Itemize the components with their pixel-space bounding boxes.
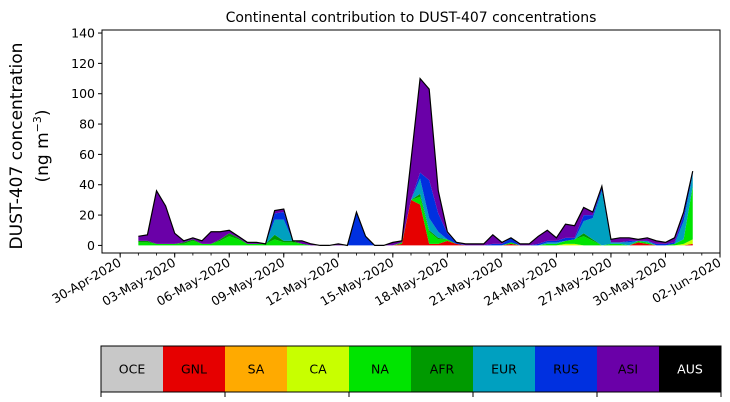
- y-axis-unit-suffix: ): [33, 109, 53, 116]
- legend-label-rus: RUS: [553, 362, 579, 377]
- legend-swatch-oce: [101, 346, 164, 392]
- legend-label-asi: ASI: [618, 362, 638, 377]
- legend-label-aus: AUS: [677, 362, 703, 377]
- area-afr: [138, 186, 693, 246]
- plot-frame: [101, 29, 721, 254]
- legend-swatch-gnl: [163, 346, 226, 392]
- legend-swatch-aus: [659, 346, 722, 392]
- legend-swatch-asi: [597, 346, 660, 392]
- legend-label-oce: OCE: [119, 362, 146, 377]
- legend-swatch-ca: [287, 346, 350, 392]
- y-tick-label: 60: [79, 147, 95, 162]
- total-outline: [138, 77, 694, 247]
- y-tick-label: 100: [71, 86, 95, 101]
- stacked-area-layers: [138, 77, 694, 247]
- y-axis-unit-prefix: (ng m: [33, 132, 53, 182]
- legend-swatch-na: [349, 346, 412, 392]
- legend-frame: [100, 345, 722, 393]
- legend-swatch-rus: [535, 346, 598, 392]
- y-tick-label: 40: [79, 177, 95, 192]
- legend-swatch-sa: [225, 346, 288, 392]
- y-axis-label: DUST-407 concentration (ng m−3): [7, 43, 53, 250]
- legend-label-gnl: GNL: [181, 362, 207, 377]
- chart-title: Continental contribution to DUST-407 con…: [226, 10, 597, 26]
- legend-label-afr: AFR: [430, 362, 455, 377]
- legend-label-na: NA: [371, 362, 389, 377]
- legend-label-sa: SA: [248, 362, 265, 377]
- y-tick-label: 80: [79, 117, 95, 132]
- legend-colorbar: OCE GNL SA CA NA AFR EUR RUS ASI AUS: [100, 345, 722, 397]
- y-axis-unit-exponent: −3: [31, 116, 44, 132]
- area-gnl: [138, 199, 693, 246]
- y-axis-label-line1: DUST-407 concentration: [7, 43, 27, 250]
- y-tick-label: 20: [79, 208, 95, 223]
- area-asi: [138, 78, 693, 246]
- x-axis-ticks: 30-Apr-202003-May-202006-May-202009-May-…: [49, 253, 724, 309]
- y-tick-label: 0: [87, 238, 95, 253]
- legend-swatch-eur: [473, 346, 536, 392]
- legend-swatch-afr: [411, 346, 474, 392]
- y-axis-label-line2: (ng m−3): [31, 109, 53, 182]
- y-tick-label: 140: [71, 26, 95, 41]
- legend-label-eur: EUR: [491, 362, 517, 377]
- legend-label-ca: CA: [309, 362, 327, 377]
- y-tick-label: 120: [71, 56, 95, 71]
- y-axis-ticks: 0 20 40 60 80 100 120 140: [71, 26, 102, 253]
- area-eur: [138, 174, 693, 246]
